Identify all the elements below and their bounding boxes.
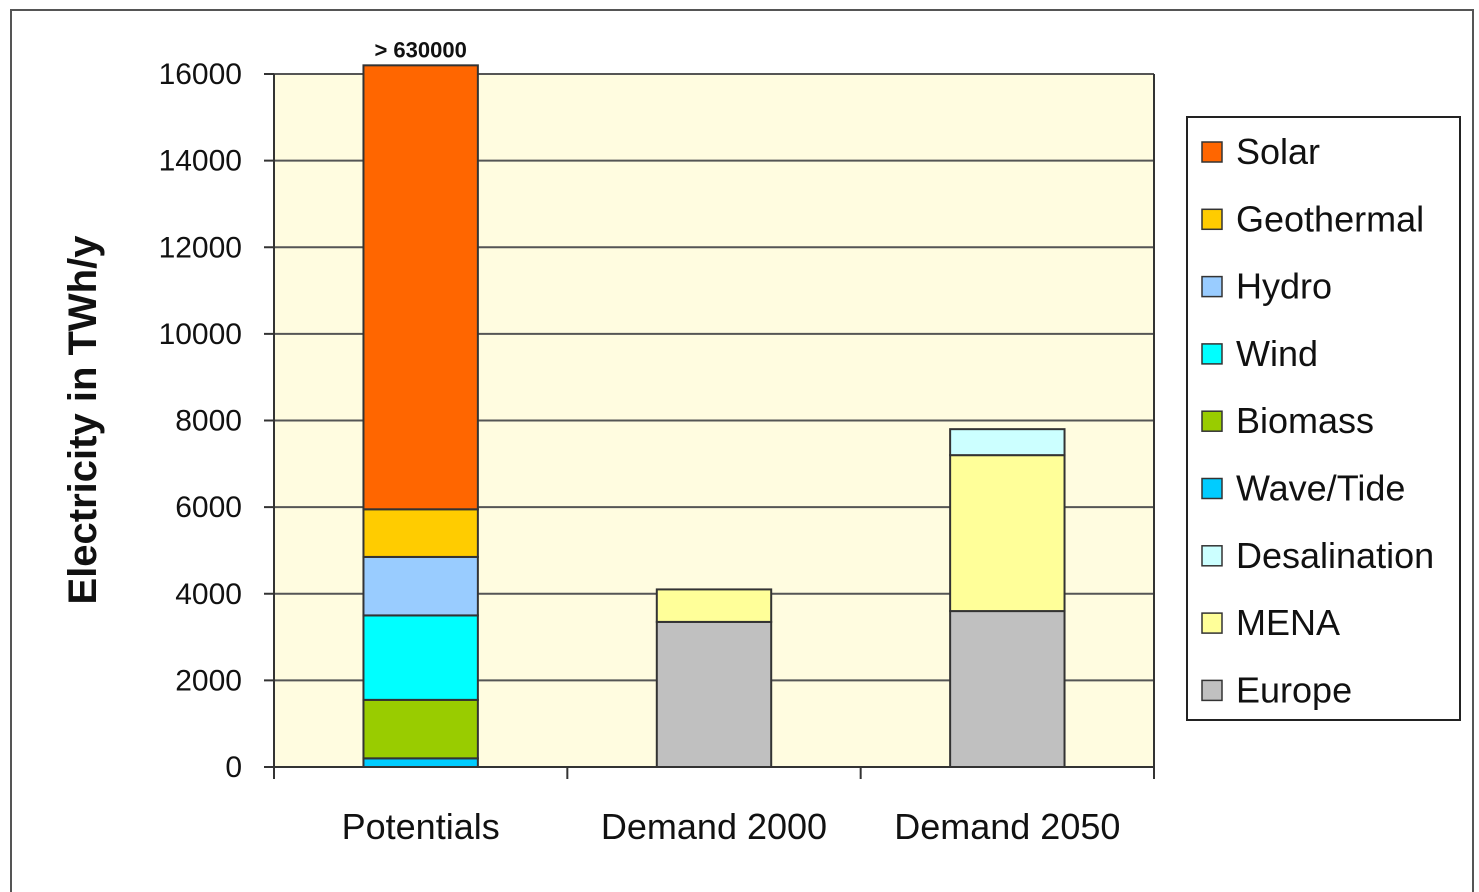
bar-segment-wind bbox=[362, 614, 479, 701]
bar-segment-europe bbox=[655, 620, 773, 769]
x-category-label: Potentials bbox=[342, 806, 500, 847]
legend-label: MENA bbox=[1236, 602, 1340, 643]
legend-label: Geothermal bbox=[1236, 198, 1424, 239]
bar-segment-hydro bbox=[362, 555, 479, 617]
legend-swatch bbox=[1201, 275, 1223, 298]
legend-swatch bbox=[1201, 141, 1223, 163]
y-tick-label: 0 bbox=[225, 751, 242, 784]
legend-swatch bbox=[1201, 545, 1223, 567]
legend-swatch bbox=[1201, 208, 1223, 231]
bar-segment-europe bbox=[949, 610, 1066, 769]
legend-box bbox=[1186, 116, 1461, 721]
legend-swatch bbox=[1201, 612, 1223, 634]
legend-swatch bbox=[1201, 343, 1223, 365]
y-tick-label: 8000 bbox=[175, 405, 242, 438]
bar-segment-biomass bbox=[362, 698, 479, 760]
legend-label: Europe bbox=[1236, 669, 1352, 710]
annotations: > 630000 bbox=[374, 37, 466, 62]
y-tick-label: 14000 bbox=[159, 145, 242, 178]
bar-segment-wave-tide bbox=[362, 757, 479, 769]
x-category-label: Demand 2050 bbox=[894, 806, 1120, 847]
y-tick-label: 2000 bbox=[175, 664, 242, 697]
bar-segment-solar bbox=[362, 64, 479, 511]
legend-label: Wind bbox=[1236, 333, 1318, 374]
x-category-label: Demand 2000 bbox=[601, 806, 827, 847]
legend-swatch bbox=[1201, 410, 1223, 432]
legend-label: Hydro bbox=[1236, 266, 1332, 307]
legend-label: Biomass bbox=[1236, 400, 1374, 441]
y-tick-label: 12000 bbox=[159, 231, 242, 264]
bar-segment-desalination bbox=[949, 428, 1066, 457]
legend-swatch bbox=[1201, 679, 1223, 702]
y-axis-title: Electricity in TWh/y bbox=[61, 235, 105, 605]
y-tick-label: 6000 bbox=[175, 491, 242, 524]
y-tick-label: 10000 bbox=[159, 318, 242, 351]
legend: Solar Geothermal Hydro Wind Biomass Wave/Tide… bbox=[1186, 116, 1461, 721]
bar-segment-mena bbox=[655, 588, 773, 623]
legend-label: Solar bbox=[1236, 131, 1320, 172]
bar-segment-mena bbox=[949, 454, 1066, 613]
bars bbox=[362, 64, 1066, 769]
bar-segment-geothermal bbox=[362, 508, 479, 558]
legend-swatch bbox=[1201, 477, 1223, 500]
y-tick-label: 4000 bbox=[175, 578, 242, 611]
axes: 0 2000 4000 6000 8000 10000 12000 14000 16000 Pot… bbox=[159, 58, 1155, 847]
legend-label: Wave/Tide bbox=[1236, 468, 1405, 509]
y-tick-label: 16000 bbox=[159, 58, 242, 91]
bar-annotation: > 630000 bbox=[374, 37, 466, 62]
legend-label: Desalination bbox=[1236, 535, 1434, 576]
